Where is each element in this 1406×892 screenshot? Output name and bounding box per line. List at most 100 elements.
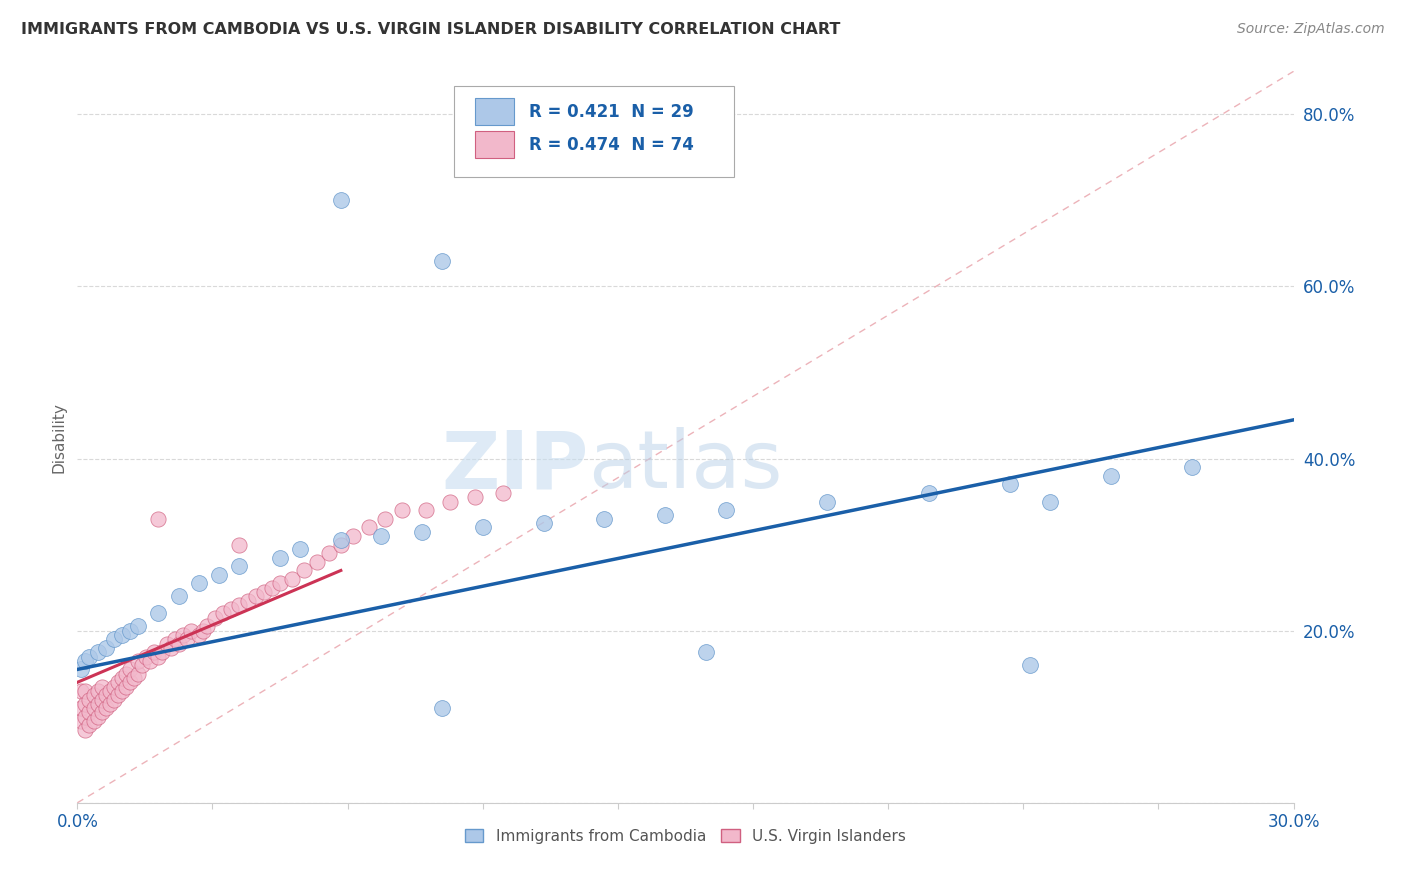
- Point: [127, 619, 149, 633]
- Point: [464, 491, 486, 505]
- Legend: Immigrants from Cambodia, U.S. Virgin Islanders: Immigrants from Cambodia, U.S. Virgin Is…: [458, 822, 912, 850]
- Point: [245, 589, 267, 603]
- Text: IMMIGRANTS FROM CAMBODIA VS U.S. VIRGIN ISLANDER DISABILITY CORRELATION CHART: IMMIGRANTS FROM CAMBODIA VS U.S. VIRGIN …: [21, 22, 841, 37]
- Point: [391, 503, 413, 517]
- Point: [188, 576, 211, 591]
- Point: [70, 701, 93, 715]
- Point: [111, 671, 134, 685]
- Point: [180, 624, 202, 638]
- Point: [103, 632, 125, 647]
- Point: [191, 624, 214, 638]
- Point: [208, 567, 231, 582]
- Point: [1099, 468, 1122, 483]
- Point: [714, 503, 737, 517]
- FancyBboxPatch shape: [454, 86, 734, 178]
- Point: [90, 680, 112, 694]
- Point: [148, 607, 170, 621]
- Point: [79, 649, 101, 664]
- Point: [98, 684, 121, 698]
- Point: [111, 628, 134, 642]
- Point: [122, 671, 145, 685]
- Point: [342, 529, 364, 543]
- Point: [103, 680, 125, 694]
- Point: [70, 714, 93, 728]
- Point: [1039, 494, 1062, 508]
- Point: [411, 524, 433, 539]
- Point: [75, 710, 97, 724]
- Point: [281, 572, 304, 586]
- FancyBboxPatch shape: [475, 130, 515, 159]
- Point: [318, 546, 340, 560]
- Point: [90, 706, 112, 720]
- Point: [115, 666, 138, 681]
- Point: [176, 632, 198, 647]
- Point: [86, 684, 108, 698]
- Point: [155, 637, 177, 651]
- Point: [492, 486, 515, 500]
- Point: [290, 541, 312, 556]
- Point: [329, 538, 352, 552]
- Point: [86, 710, 108, 724]
- Point: [292, 564, 315, 578]
- Point: [172, 628, 194, 642]
- Point: [654, 508, 676, 522]
- Point: [1181, 460, 1204, 475]
- Point: [918, 486, 941, 500]
- Point: [75, 684, 97, 698]
- Point: [131, 658, 153, 673]
- Point: [329, 533, 352, 548]
- Point: [94, 640, 117, 655]
- Point: [430, 701, 453, 715]
- Point: [236, 593, 259, 607]
- Point: [204, 611, 226, 625]
- Point: [305, 555, 328, 569]
- Point: [815, 494, 838, 508]
- Point: [415, 503, 437, 517]
- Point: [143, 645, 166, 659]
- Point: [695, 645, 717, 659]
- Point: [86, 645, 108, 659]
- Point: [228, 538, 250, 552]
- Point: [135, 649, 157, 664]
- Point: [86, 697, 108, 711]
- Text: atlas: atlas: [588, 427, 783, 506]
- Point: [75, 723, 97, 737]
- Point: [94, 688, 117, 702]
- Point: [228, 598, 250, 612]
- Point: [118, 662, 141, 676]
- Point: [228, 559, 250, 574]
- Point: [94, 701, 117, 715]
- Text: R = 0.474  N = 74: R = 0.474 N = 74: [529, 136, 693, 153]
- Text: Source: ZipAtlas.com: Source: ZipAtlas.com: [1237, 22, 1385, 37]
- Point: [439, 494, 461, 508]
- Point: [127, 666, 149, 681]
- Point: [115, 680, 138, 694]
- Point: [593, 512, 616, 526]
- Point: [107, 688, 129, 702]
- Point: [118, 624, 141, 638]
- Point: [430, 253, 453, 268]
- Point: [167, 637, 190, 651]
- Point: [370, 529, 392, 543]
- Point: [195, 619, 218, 633]
- Point: [83, 701, 105, 715]
- Point: [152, 645, 174, 659]
- Point: [533, 516, 555, 530]
- Point: [83, 688, 105, 702]
- Point: [163, 632, 186, 647]
- Point: [79, 692, 101, 706]
- Point: [221, 602, 243, 616]
- Point: [107, 675, 129, 690]
- Point: [471, 520, 494, 534]
- Point: [148, 512, 170, 526]
- Point: [159, 640, 181, 655]
- Point: [111, 684, 134, 698]
- Point: [103, 692, 125, 706]
- Point: [1019, 658, 1042, 673]
- Point: [79, 718, 101, 732]
- Point: [374, 512, 396, 526]
- Point: [75, 697, 97, 711]
- Point: [260, 581, 283, 595]
- Point: [75, 654, 97, 668]
- Point: [329, 194, 352, 208]
